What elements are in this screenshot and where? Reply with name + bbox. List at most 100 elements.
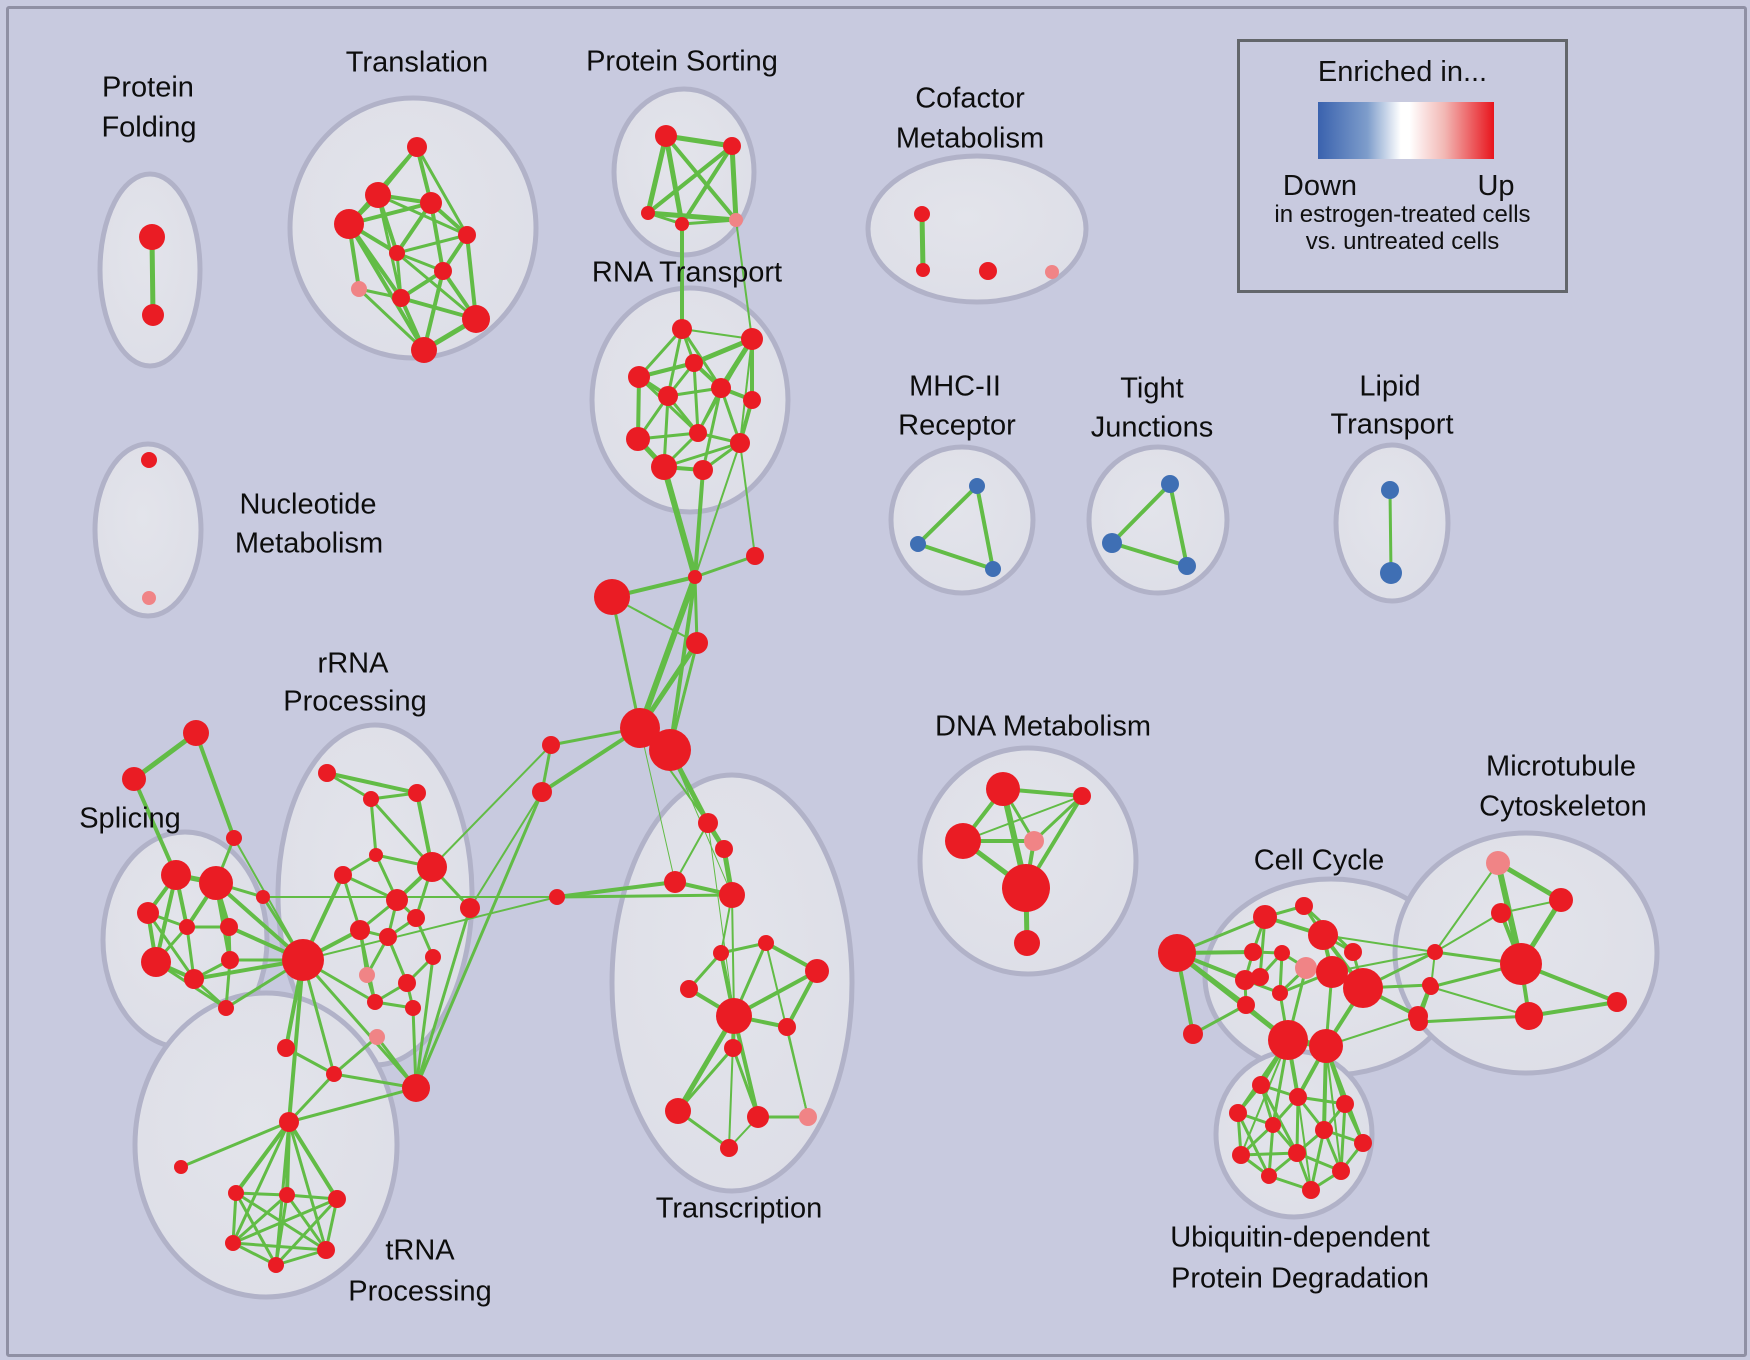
gene-set-node-u10[interactable]	[1261, 1168, 1277, 1184]
gene-set-node-cc8[interactable]	[1235, 970, 1255, 990]
gene-set-node-cc15[interactable]	[1343, 968, 1383, 1008]
gene-set-node-nm1[interactable]	[141, 452, 157, 468]
gene-set-node-cc7[interactable]	[1316, 956, 1348, 988]
gene-set-node-cc4[interactable]	[1244, 943, 1262, 961]
gene-set-node-rt12[interactable]	[693, 460, 713, 480]
gene-set-node-s6[interactable]	[141, 947, 171, 977]
gene-set-node-cc13[interactable]	[1251, 968, 1269, 986]
gene-set-node-tri1[interactable]	[183, 720, 209, 746]
gene-set-node-r12[interactable]	[398, 974, 416, 992]
gene-set-node-r13[interactable]	[359, 967, 375, 983]
gene-set-node-c5[interactable]	[620, 708, 660, 748]
gene-set-node-lt1[interactable]	[1381, 481, 1399, 499]
gene-set-node-cc10[interactable]	[1237, 996, 1255, 1014]
gene-set-node-r14[interactable]	[367, 994, 383, 1010]
gene-set-node-t9[interactable]	[392, 289, 410, 307]
gene-set-node-t2[interactable]	[365, 182, 391, 208]
gene-set-node-ps4[interactable]	[675, 217, 689, 231]
gene-set-node-mt5[interactable]	[1607, 992, 1627, 1012]
gene-set-node-rt9[interactable]	[626, 427, 650, 451]
gene-set-node-c4[interactable]	[686, 632, 708, 654]
gene-set-node-d4[interactable]	[1024, 831, 1044, 851]
gene-set-node-r2[interactable]	[363, 791, 379, 807]
gene-set-node-ps3[interactable]	[641, 206, 655, 220]
gene-set-node-ps2[interactable]	[723, 137, 741, 155]
gene-set-node-r17[interactable]	[369, 1029, 385, 1045]
gene-set-node-mt1[interactable]	[1549, 888, 1573, 912]
gene-set-node-cc3[interactable]	[1308, 920, 1338, 950]
gene-set-node-s3[interactable]	[137, 902, 159, 924]
gene-set-node-m2[interactable]	[910, 536, 926, 552]
gene-set-node-c3[interactable]	[594, 579, 630, 615]
gene-set-node-u9[interactable]	[1288, 1144, 1306, 1162]
gene-set-node-c9[interactable]	[549, 889, 565, 905]
gene-set-node-t3[interactable]	[420, 192, 442, 214]
gene-set-node-rt11[interactable]	[651, 454, 677, 480]
gene-set-node-cm2[interactable]	[916, 263, 930, 277]
gene-set-node-tx8[interactable]	[680, 980, 698, 998]
gene-set-node-u11[interactable]	[1332, 1162, 1350, 1180]
gene-set-node-tx10[interactable]	[778, 1018, 796, 1036]
gene-set-node-cc2[interactable]	[1295, 897, 1313, 915]
gene-set-node-t7[interactable]	[434, 262, 452, 280]
gene-set-node-tx11[interactable]	[724, 1039, 742, 1057]
gene-set-node-h1[interactable]	[228, 1185, 244, 1201]
gene-set-node-mt2[interactable]	[1491, 903, 1511, 923]
gene-set-node-u8[interactable]	[1232, 1146, 1250, 1164]
gene-set-node-mj3[interactable]	[1410, 1013, 1428, 1031]
gene-set-node-rt5[interactable]	[658, 386, 678, 406]
gene-set-node-tx5[interactable]	[713, 945, 729, 961]
gene-set-node-cm1[interactable]	[914, 206, 930, 222]
gene-set-node-tx7[interactable]	[805, 959, 829, 983]
gene-set-node-tx12[interactable]	[665, 1098, 691, 1124]
gene-set-node-d6[interactable]	[1014, 930, 1040, 956]
gene-set-node-mt4[interactable]	[1515, 1002, 1543, 1030]
gene-set-node-u3[interactable]	[1336, 1095, 1354, 1113]
gene-set-node-mj2[interactable]	[1423, 979, 1439, 995]
gene-set-node-nm2[interactable]	[142, 591, 156, 605]
gene-set-node-c7[interactable]	[542, 736, 560, 754]
gene-set-node-cc9[interactable]	[1272, 985, 1288, 1001]
gene-set-node-r11[interactable]	[425, 949, 441, 965]
gene-set-node-rt2[interactable]	[741, 328, 763, 350]
gene-set-node-c8[interactable]	[532, 782, 552, 802]
gene-set-node-s4[interactable]	[179, 919, 195, 935]
gene-set-node-r6[interactable]	[334, 866, 352, 884]
gene-set-node-h3[interactable]	[328, 1190, 346, 1208]
gene-set-node-r15[interactable]	[405, 1000, 421, 1016]
gene-set-node-rt7[interactable]	[743, 391, 761, 409]
gene-set-node-tx13[interactable]	[747, 1106, 769, 1128]
gene-set-node-tx9[interactable]	[716, 998, 752, 1034]
gene-set-node-u7[interactable]	[1354, 1134, 1372, 1152]
gene-set-node-ps1[interactable]	[655, 125, 677, 147]
gene-set-node-r7[interactable]	[386, 889, 408, 911]
gene-set-node-r18[interactable]	[277, 1039, 295, 1057]
gene-set-node-b1[interactable]	[256, 890, 270, 904]
gene-set-node-tx6[interactable]	[758, 935, 774, 951]
gene-set-node-r9[interactable]	[350, 920, 370, 940]
gene-set-node-s1[interactable]	[161, 860, 191, 890]
gene-set-node-cc5[interactable]	[1274, 945, 1290, 961]
gene-set-node-c1[interactable]	[688, 570, 702, 584]
gene-set-node-lt2[interactable]	[1380, 562, 1402, 584]
gene-set-node-t5[interactable]	[458, 226, 476, 244]
gene-set-node-h6[interactable]	[268, 1257, 284, 1273]
gene-set-node-rt3[interactable]	[685, 354, 703, 372]
gene-set-node-t4[interactable]	[334, 209, 364, 239]
gene-set-node-r20[interactable]	[402, 1074, 430, 1102]
gene-set-node-r5[interactable]	[417, 852, 447, 882]
gene-set-node-rt10[interactable]	[730, 433, 750, 453]
gene-set-node-tj3[interactable]	[1178, 557, 1196, 575]
gene-set-node-cc18[interactable]	[1344, 943, 1362, 961]
gene-set-node-c6[interactable]	[649, 729, 691, 771]
gene-set-node-tri2[interactable]	[122, 767, 146, 791]
gene-set-node-tx15[interactable]	[720, 1139, 738, 1157]
gene-set-node-mj1[interactable]	[1427, 944, 1443, 960]
gene-set-node-u4[interactable]	[1229, 1104, 1247, 1122]
gene-set-node-tx3[interactable]	[664, 871, 686, 893]
gene-set-node-u5[interactable]	[1265, 1117, 1281, 1133]
gene-set-node-cc6[interactable]	[1295, 957, 1317, 979]
gene-set-node-t11[interactable]	[411, 337, 437, 363]
gene-set-node-t1[interactable]	[407, 137, 427, 157]
gene-set-node-r8[interactable]	[407, 909, 425, 927]
